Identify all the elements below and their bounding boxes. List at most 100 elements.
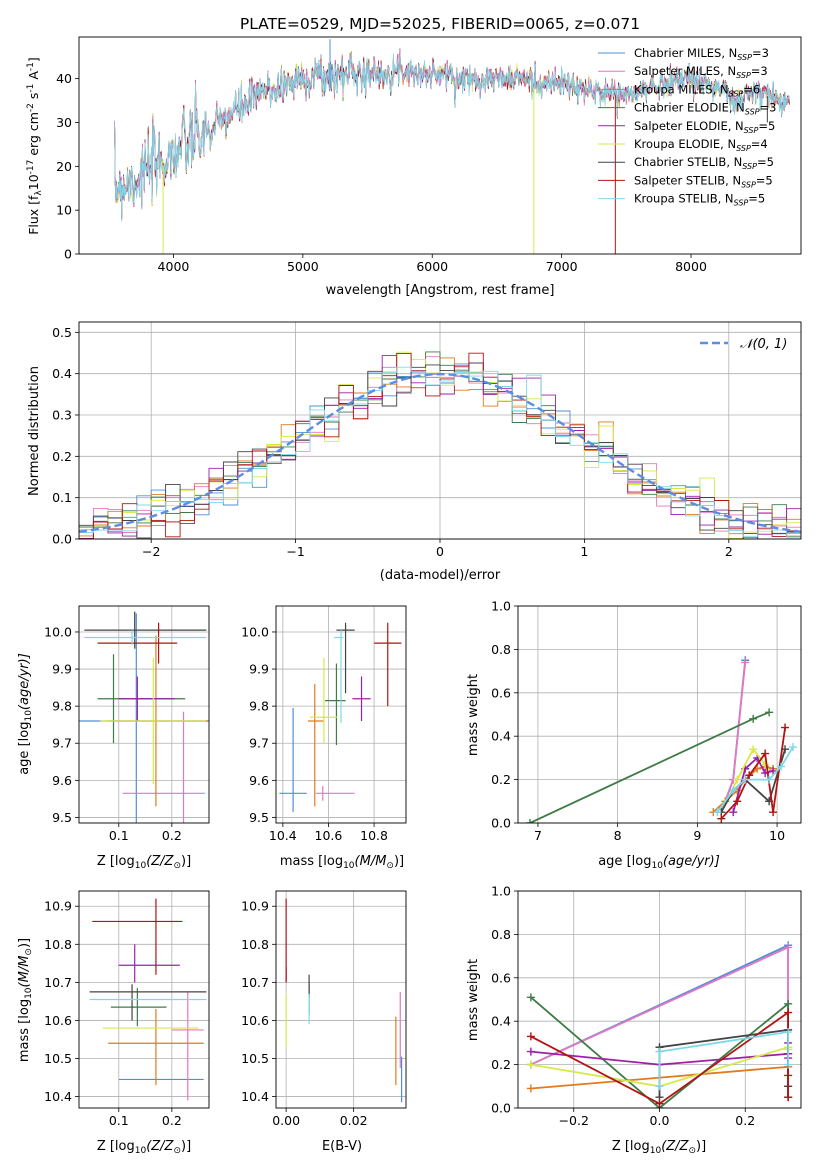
spectrum-ylabel: Flux [fλ10-17 erg cm-2 s-1 A-1] (26, 57, 44, 235)
weight-marker (749, 745, 758, 754)
legend-entry: Salpeter MILES, NSSP=3 (634, 64, 768, 80)
mass-age-panel: mass [log10(M/M⊙)] 10.4 10.6 10.8 9.5 9.6 9.7… (241, 605, 407, 871)
residuals-xlabel: (data-model)/error (380, 568, 501, 583)
y-tick-label: 10.4 (241, 1089, 269, 1104)
y-tick-label: 10.6 (241, 1013, 269, 1028)
x-tick-label: 2 (725, 544, 733, 559)
y-tick-label: 0.8 (491, 927, 511, 942)
weight-marker (717, 814, 726, 823)
y-tick-label: 9.9 (52, 662, 72, 677)
weight-marker (777, 762, 786, 771)
z-weight-panel: mass weight Z [log10(Z/Z⊙)] −0.2 0.0 0.2 0.… (466, 884, 802, 1156)
z-age-panel: age [log10(age/yr)] Z [log10(Z/Z⊙)] 0.1 0… (17, 605, 210, 871)
residuals-ylabel: Normed distribution (27, 366, 42, 496)
y-tick-label: 20 (56, 159, 72, 174)
y-tick-label: 9.6 (249, 773, 269, 788)
y-tick-label: 10.7 (44, 975, 72, 990)
axes-frame (78, 890, 210, 1109)
legend-entry: Chabrier MILES, NSSP=3 (634, 46, 769, 62)
y-tick-label: 0.6 (491, 685, 511, 700)
weight-marker (761, 749, 770, 758)
z-age-ylabel: age [log10(age/yr)] (17, 653, 34, 775)
weight-marker (741, 775, 750, 784)
y-tick-label: 0.0 (491, 816, 511, 831)
x-tick-label: 8000 (675, 259, 707, 274)
x-tick-label: 0.00 (272, 1113, 300, 1128)
x-tick-label: −1 (286, 544, 304, 559)
y-tick-label: 0.0 (52, 532, 72, 547)
x-tick-label: 10.6 (315, 828, 343, 843)
x-tick-label: 0.1 (109, 828, 129, 843)
legend-entry: Kroupa MILES, NSSP=6 (634, 82, 760, 98)
y-tick-label: 9.8 (52, 699, 72, 714)
spectrum-panel: Flux [fλ10-17 erg cm-2 s-1 A-1] waveleng… (26, 36, 802, 298)
ebv-mass-panel: E(B-V) 0.00 0.02 10.4 10.5 10.6 10.7 10.8 10.9 (241, 890, 407, 1154)
weight-marker (733, 797, 742, 806)
z-mass-xlabel: Z [log10(Z/Z⊙)] (97, 1139, 191, 1156)
x-tick-label: 9 (693, 828, 701, 843)
x-tick-label: 0.2 (735, 1113, 755, 1128)
spectrum-xlabel: wavelength [Angstrom, rest frame] (326, 283, 555, 298)
legend-entry: Chabrier ELODIE, NSSP=3 (634, 101, 776, 117)
y-tick-label: 0.2 (491, 772, 511, 787)
legend-entry: 𝒩(0, 1) (740, 337, 787, 352)
x-tick-label: 10 (769, 828, 785, 843)
x-tick-label: 0.2 (162, 828, 182, 843)
y-tick-label: 0.4 (491, 1014, 511, 1029)
weight-line-8 (716, 746, 794, 813)
weight-line-8 (658, 1030, 789, 1087)
age-weight-panel: mass weight age [log10(age/yr)] 7 8 9 10 0.0… (466, 599, 802, 871)
weight-marker (784, 943, 793, 952)
weight-marker (713, 808, 722, 817)
weight-marker (729, 786, 738, 795)
y-tick-label: 30 (56, 115, 72, 130)
y-tick-label: 10.9 (44, 899, 72, 914)
y-tick-label: 0.3 (52, 408, 72, 423)
weight-marker (526, 1047, 535, 1056)
z-mass-ylabel: mass [log10(M/M⊙)] (17, 938, 34, 1062)
x-tick-label: 10.4 (269, 828, 297, 843)
y-tick-label: 0 (64, 247, 72, 262)
weight-marker (526, 1060, 535, 1069)
weight-marker (655, 1099, 664, 1108)
weight-marker (769, 766, 778, 775)
y-tick-label: 10.4 (44, 1089, 72, 1104)
weight-marker (655, 1047, 664, 1056)
z-weight-xlabel: Z [log10(Z/Z⊙)] (612, 1139, 706, 1156)
weight-marker (526, 993, 535, 1002)
axes-frame (275, 605, 407, 824)
y-tick-label: 1.0 (491, 599, 511, 614)
y-tick-label: 10.5 (241, 1051, 269, 1066)
weight-marker (525, 819, 534, 823)
axes-frame (517, 605, 802, 824)
y-tick-label: 0.8 (491, 642, 511, 657)
y-tick-label: 10.0 (241, 624, 269, 639)
z-age-xlabel: Z [log10(Z/Z⊙)] (97, 854, 191, 871)
x-tick-label: 0.02 (340, 1113, 368, 1128)
legend-entry: Kroupa STELIB, NSSP=5 (634, 192, 765, 208)
y-tick-label: 10.5 (44, 1051, 72, 1066)
x-tick-label: −0.2 (559, 1113, 589, 1128)
y-tick-label: 0.0 (491, 1101, 511, 1116)
y-tick-label: 9.7 (249, 736, 269, 751)
weight-marker (655, 1082, 664, 1091)
weight-marker (784, 1093, 793, 1102)
y-tick-label: 0.4 (491, 729, 511, 744)
weight-marker (733, 775, 742, 784)
weight-marker (741, 658, 750, 667)
y-tick-label: 10 (56, 203, 72, 218)
x-tick-label: 0.0 (650, 1113, 670, 1128)
x-tick-label: 6000 (416, 259, 448, 274)
x-tick-label: −2 (142, 544, 160, 559)
z-mass-panel: mass [log10(M/M⊙)] Z [log10(Z/Z⊙)] 0.1 0.… (17, 890, 210, 1156)
y-tick-label: 40 (56, 71, 72, 86)
weight-line-7 (720, 727, 786, 820)
axes-frame (78, 321, 802, 540)
weight-marker (749, 714, 758, 723)
weight-marker (784, 1060, 793, 1069)
x-tick-label: 0.1 (109, 1113, 129, 1128)
y-tick-label: 9.5 (52, 810, 72, 825)
axes-frame (517, 890, 802, 1109)
y-tick-label: 1.0 (491, 884, 511, 899)
